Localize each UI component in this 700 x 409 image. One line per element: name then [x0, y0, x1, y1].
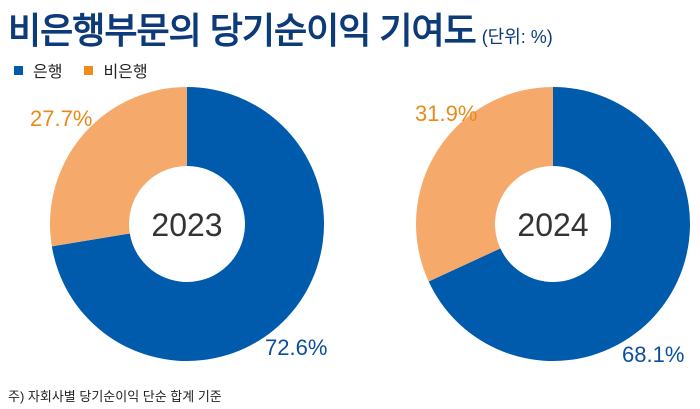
- legend-label: 은행: [33, 64, 63, 81]
- legend: 은행 비은행: [14, 58, 148, 82]
- center-year-label: 2023: [151, 207, 222, 243]
- legend-item-nonbank: 비은행: [84, 58, 148, 82]
- data-label-nonbank: 27.7%: [30, 106, 92, 131]
- slice-bank: [51, 87, 324, 361]
- data-label-nonbank: 31.9%: [415, 101, 477, 126]
- footnote: 주) 자회사별 당기순이익 단순 합계 기준: [8, 389, 222, 404]
- unit-label: (단위: %): [481, 27, 553, 47]
- chart-title: 비은행부문의 당기순이익 기여도 (단위: %): [8, 2, 553, 54]
- title-text: 비은행부문의 당기순이익 기여도: [8, 10, 477, 51]
- slice-nonbank: [50, 87, 187, 247]
- slice-bank: [428, 87, 690, 361]
- legend-label: 비은행: [103, 64, 148, 81]
- data-label-bank: 68.1%: [622, 342, 684, 367]
- center-year-label: 2024: [517, 207, 588, 243]
- slice-nonbank: [415, 87, 553, 282]
- data-label-bank: 72.6%: [265, 335, 327, 360]
- legend-item-bank: 은행: [14, 58, 62, 82]
- legend-swatch-nonbank: [84, 65, 94, 75]
- legend-swatch-bank: [14, 65, 23, 75]
